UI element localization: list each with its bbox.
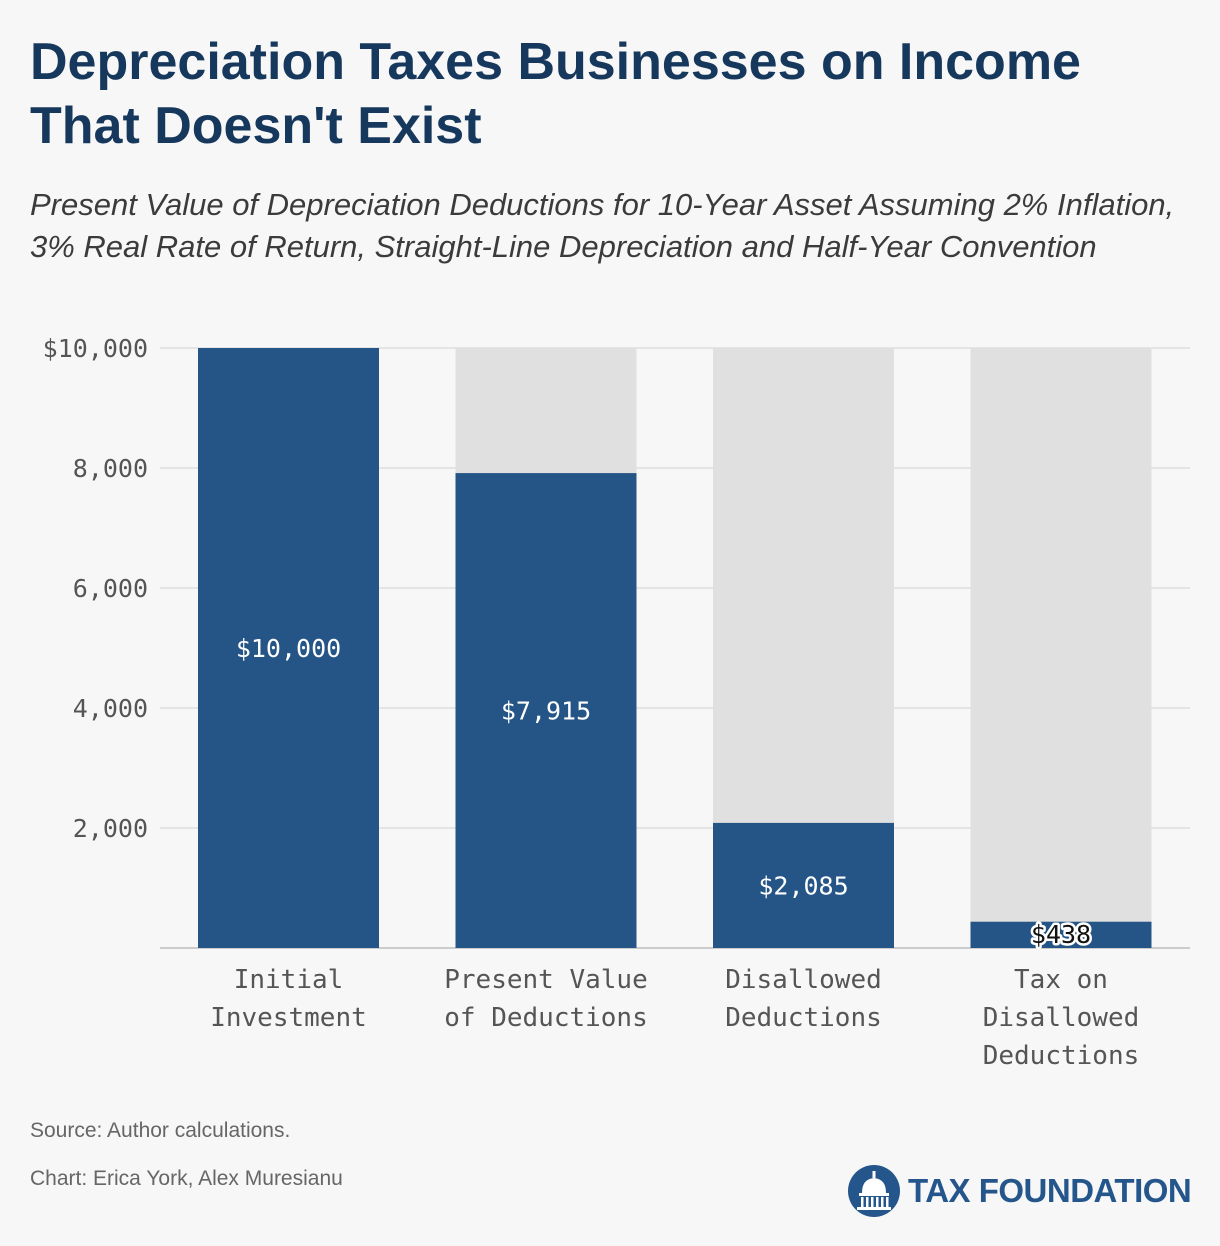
category-label-line: Deductions [983,1041,1140,1071]
capitol-dome-icon [848,1165,900,1217]
y-tick-label: 6,000 [73,574,148,603]
category-label: Present Value of Deductions [444,965,648,1033]
bar-background [970,348,1152,948]
category-label: Tax on Disallowed Deductions [983,965,1140,1071]
y-tick-label: 8,000 [73,454,148,483]
category-label: Disallowed Deductions [725,965,882,1033]
y-tick-label: $10,000 [43,334,148,363]
y-tick-label: 2,000 [73,814,148,843]
category-label-line: Present Value [444,965,648,995]
bar [455,473,637,948]
category-label-line: Initial [234,965,344,995]
bar [970,921,1152,948]
chart-title: Depreciation Taxes Businesses on Income … [30,33,1081,155]
x-axis-categories: Initial Investment Present Value of Deducti… [210,965,1139,1071]
category-label-line: Disallowed [725,965,882,995]
category-label-line: Investment [210,1003,367,1033]
logo-text: TAX FOUNDATION [908,1172,1192,1209]
category-label-line: of Deductions [444,1003,648,1033]
data-label: $7,915 [501,697,591,726]
y-axis-ticks: 2,000 4,000 6,000 8,000 $10,000 [43,334,148,843]
data-label: $438 [1031,920,1091,949]
bar [198,348,379,948]
category-label-line: Tax on [1014,965,1108,995]
category-label-line: Disallowed [983,1003,1140,1033]
chart-credit: Chart: Erica York, Alex Muresianu [30,1167,343,1190]
data-label: $10,000 [236,634,341,663]
source-note: Source: Author calculations. [30,1119,291,1142]
bar [713,822,894,948]
category-label-line: Deductions [725,1003,882,1033]
chart-subtitle: Present Value of Depreciation Deductions… [30,187,1175,264]
data-labels: $10,000 $7,915 $2,085 $438 [236,634,1094,952]
y-tick-label: 4,000 [73,694,148,723]
bars [198,348,1152,948]
data-label: $2,085 [758,871,848,900]
category-label: Initial Investment [210,965,367,1033]
bar-chart: 2,000 4,000 6,000 8,000 $10,000 $10,000 $7,91… [43,334,1190,1071]
tax-foundation-logo[interactable]: TAX FOUNDATION [848,1162,1193,1220]
